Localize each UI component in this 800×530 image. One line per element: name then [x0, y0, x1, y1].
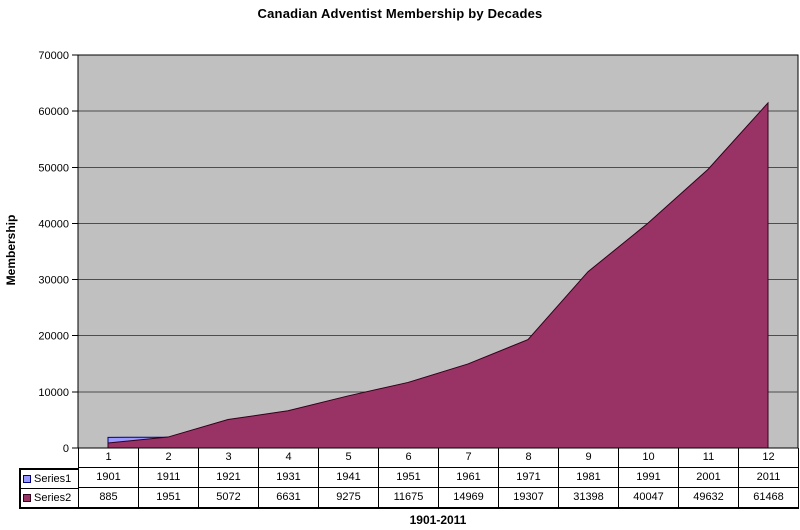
category-cell: 6 [379, 448, 439, 468]
value-cell: 19307 [499, 488, 559, 508]
y-tick-label: 10000 [38, 387, 69, 399]
value-cell: 9275 [319, 488, 379, 508]
value-cell: 2001 [679, 468, 739, 488]
legend-label: Series1 [34, 473, 72, 485]
value-cell: 1941 [319, 468, 379, 488]
y-tick-label: 0 [63, 443, 69, 455]
value-cell: 1971 [499, 468, 559, 488]
category-cell: 8 [499, 448, 559, 468]
category-cell: 7 [439, 448, 499, 468]
value-cell: 11675 [379, 488, 439, 508]
value-cell: 49632 [679, 488, 739, 508]
chart-title: Canadian Adventist Membership by Decades [257, 6, 543, 21]
value-cell: 1901 [79, 468, 139, 488]
value-cell: 1931 [259, 468, 319, 488]
value-cell: 2011 [739, 468, 799, 488]
category-cell: 9 [559, 448, 619, 468]
y-tick-label: 30000 [38, 275, 69, 287]
value-cell: 31398 [559, 488, 619, 508]
legend-item: Series2 [21, 489, 78, 507]
legend-key-series1-icon [23, 475, 31, 483]
category-cell: 1 [79, 448, 139, 468]
y-tick-label: 70000 [38, 50, 69, 62]
category-cell: 12 [739, 448, 799, 468]
value-cell: 1921 [199, 468, 259, 488]
series2-area [107, 101, 769, 449]
legend-item: Series1 [21, 470, 78, 489]
legend-label: Series2 [34, 492, 72, 504]
legend: Series1 Series2 [19, 468, 78, 509]
table-row: 1901 1911 1921 1931 1941 1951 1961 1971 1981 1991… [79, 468, 799, 488]
y-tick-label: 20000 [38, 331, 69, 343]
value-cell: 1981 [559, 468, 619, 488]
table-row: 885 1951 5072 6631 9275 11675 14969 19307 31398 4… [79, 488, 799, 508]
category-cell: 2 [139, 448, 199, 468]
value-cell: 40047 [619, 488, 679, 508]
value-cell: 14969 [439, 488, 499, 508]
x-axis-title: 1901-2011 [409, 513, 467, 527]
value-cell: 1961 [439, 468, 499, 488]
legend-key-series2-icon [23, 494, 31, 502]
value-cell: 6631 [259, 488, 319, 508]
value-cell: 1911 [139, 468, 199, 488]
category-cell: 11 [679, 448, 739, 468]
y-tick-label: 50000 [38, 162, 69, 174]
value-cell: 1991 [619, 468, 679, 488]
data-table-values: 1901 1911 1921 1931 1941 1951 1961 1971 1981 1991… [78, 468, 799, 509]
value-cell: 1951 [139, 488, 199, 508]
value-cell: 61468 [739, 488, 799, 508]
y-tick-label: 40000 [38, 218, 69, 230]
value-cell: 885 [79, 488, 139, 508]
category-cell: 3 [199, 448, 259, 468]
y-tick-label: 60000 [38, 106, 69, 118]
category-cell: 5 [319, 448, 379, 468]
value-cell: 5072 [199, 488, 259, 508]
value-cell: 1951 [379, 468, 439, 488]
category-axis-row: 1 2 3 4 5 6 7 8 9 10 11 12 [78, 448, 799, 468]
category-cell: 4 [259, 448, 319, 468]
category-cell: 10 [619, 448, 679, 468]
